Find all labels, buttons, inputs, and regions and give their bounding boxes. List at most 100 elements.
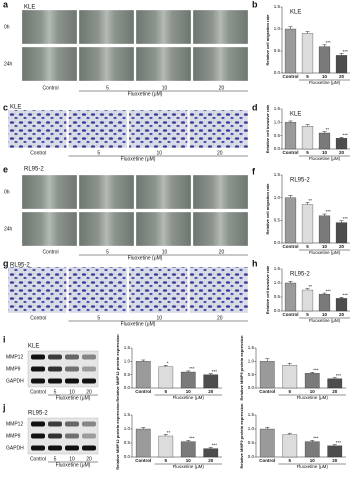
micrograph bbox=[78, 174, 135, 210]
y-tick-label: 1.5 bbox=[274, 106, 281, 111]
column-label: Control bbox=[42, 249, 58, 255]
band bbox=[31, 378, 45, 384]
bar bbox=[304, 373, 320, 389]
y-axis-label: Relative cell migration rate bbox=[265, 183, 270, 235]
band-label: GAPDH bbox=[6, 445, 24, 451]
y-tick-label: 1.0 bbox=[124, 359, 131, 364]
bar bbox=[203, 374, 219, 389]
column-label: 5 bbox=[106, 249, 109, 255]
significance: * bbox=[167, 361, 169, 366]
x-axis-label: Fluoxetine (μM) bbox=[297, 464, 329, 469]
micrograph bbox=[192, 46, 249, 82]
significance: *** bbox=[212, 369, 218, 374]
axis-label: Fluoxetine (μM) bbox=[121, 321, 156, 327]
band-label: MMP12 bbox=[6, 354, 23, 360]
band bbox=[65, 421, 79, 427]
bar bbox=[301, 126, 314, 150]
x-tick-label: Control bbox=[283, 244, 299, 249]
x-tick-label: Control bbox=[283, 312, 299, 317]
x-tick-label: 10 bbox=[322, 150, 328, 155]
y-axis-label: Relative MMP12 protein expression bbox=[115, 334, 120, 402]
band-label: MMP12 bbox=[6, 421, 23, 427]
bar bbox=[301, 204, 314, 244]
x-tick-label: 20 bbox=[332, 389, 338, 394]
panel-label: f bbox=[252, 166, 256, 176]
axis-label: Fluoxetine (μM) bbox=[56, 462, 91, 468]
micrograph bbox=[192, 174, 249, 210]
column-label: 20 bbox=[219, 85, 225, 91]
significance: *** bbox=[343, 49, 349, 54]
bar bbox=[158, 366, 174, 389]
y-tick-label: 0.5 bbox=[274, 218, 281, 223]
x-tick-label: 10 bbox=[310, 389, 316, 394]
x-tick-label: 5 bbox=[288, 458, 291, 463]
column-label: 20 bbox=[86, 389, 92, 395]
band bbox=[65, 366, 79, 372]
y-tick-label: 1.0 bbox=[274, 26, 281, 31]
x-tick-label: 10 bbox=[322, 244, 328, 249]
significance: *** bbox=[313, 436, 319, 441]
band bbox=[31, 433, 45, 439]
significance: *** bbox=[189, 366, 195, 371]
significance: ** bbox=[326, 127, 330, 132]
panel-label: a bbox=[3, 0, 9, 9]
bar bbox=[180, 371, 196, 389]
panel-label: c bbox=[3, 102, 8, 112]
image-title: RL95-2 bbox=[10, 263, 30, 269]
band-label: MMP9 bbox=[6, 366, 21, 372]
x-tick-label: 20 bbox=[339, 244, 345, 249]
y-axis-label: Relative cell migration rate bbox=[265, 14, 270, 66]
micrograph bbox=[128, 266, 188, 314]
y-tick-label: 0.0 bbox=[248, 385, 255, 390]
column-label: 20 bbox=[217, 150, 223, 156]
band-label: GAPDH bbox=[6, 378, 24, 384]
micrograph bbox=[68, 109, 128, 149]
x-tick-label: Control bbox=[283, 74, 299, 79]
bar bbox=[318, 46, 331, 74]
column-label: 20 bbox=[86, 456, 92, 462]
significance: *** bbox=[189, 436, 195, 441]
significance: ** bbox=[309, 284, 313, 289]
significance: ** bbox=[167, 430, 171, 435]
x-axis-label: Fluoxetine (μM) bbox=[297, 395, 329, 400]
band bbox=[65, 445, 79, 451]
bar bbox=[180, 441, 196, 458]
significance: *** bbox=[326, 209, 332, 214]
y-tick-label: 0.0 bbox=[274, 146, 281, 151]
bar bbox=[284, 282, 297, 312]
chart-title: RL95-2 bbox=[290, 272, 310, 278]
y-tick-label: 1.0 bbox=[248, 359, 255, 364]
column-label: 20 bbox=[219, 249, 225, 255]
x-axis-label: Fluoxetine (μM) bbox=[309, 156, 341, 161]
x-tick-label: Control bbox=[259, 458, 275, 463]
panel-label: j bbox=[2, 402, 6, 412]
micrograph bbox=[189, 109, 249, 149]
bar bbox=[282, 434, 298, 458]
y-tick-label: 0.0 bbox=[274, 240, 281, 245]
micrograph bbox=[135, 46, 192, 82]
chart-title: KLE bbox=[290, 10, 301, 16]
x-tick-label: 20 bbox=[208, 458, 214, 463]
column-label: 10 bbox=[156, 150, 162, 156]
column-label: 20 bbox=[217, 315, 223, 321]
band bbox=[31, 421, 45, 427]
x-tick-label: 20 bbox=[339, 312, 345, 317]
band bbox=[48, 433, 62, 439]
axis-label: Fluoxetine (μM) bbox=[128, 255, 163, 261]
y-axis-label: Relative MMP12 protein expression bbox=[115, 402, 120, 470]
y-tick-label: 1.5 bbox=[124, 345, 131, 350]
x-tick-label: 5 bbox=[164, 458, 167, 463]
column-label: Control bbox=[30, 389, 46, 395]
band bbox=[65, 378, 79, 384]
bar bbox=[284, 28, 297, 74]
y-tick-label: 0.5 bbox=[274, 48, 281, 53]
micrograph bbox=[189, 266, 249, 314]
panel-label: h bbox=[252, 258, 258, 268]
y-tick-label: 0.0 bbox=[124, 385, 131, 390]
bar bbox=[327, 378, 343, 389]
band bbox=[65, 354, 79, 360]
panel-label: d bbox=[252, 102, 258, 112]
x-tick-label: 5 bbox=[306, 312, 309, 317]
y-tick-label: 1.5 bbox=[274, 266, 281, 271]
y-tick-label: 0.5 bbox=[274, 294, 281, 299]
